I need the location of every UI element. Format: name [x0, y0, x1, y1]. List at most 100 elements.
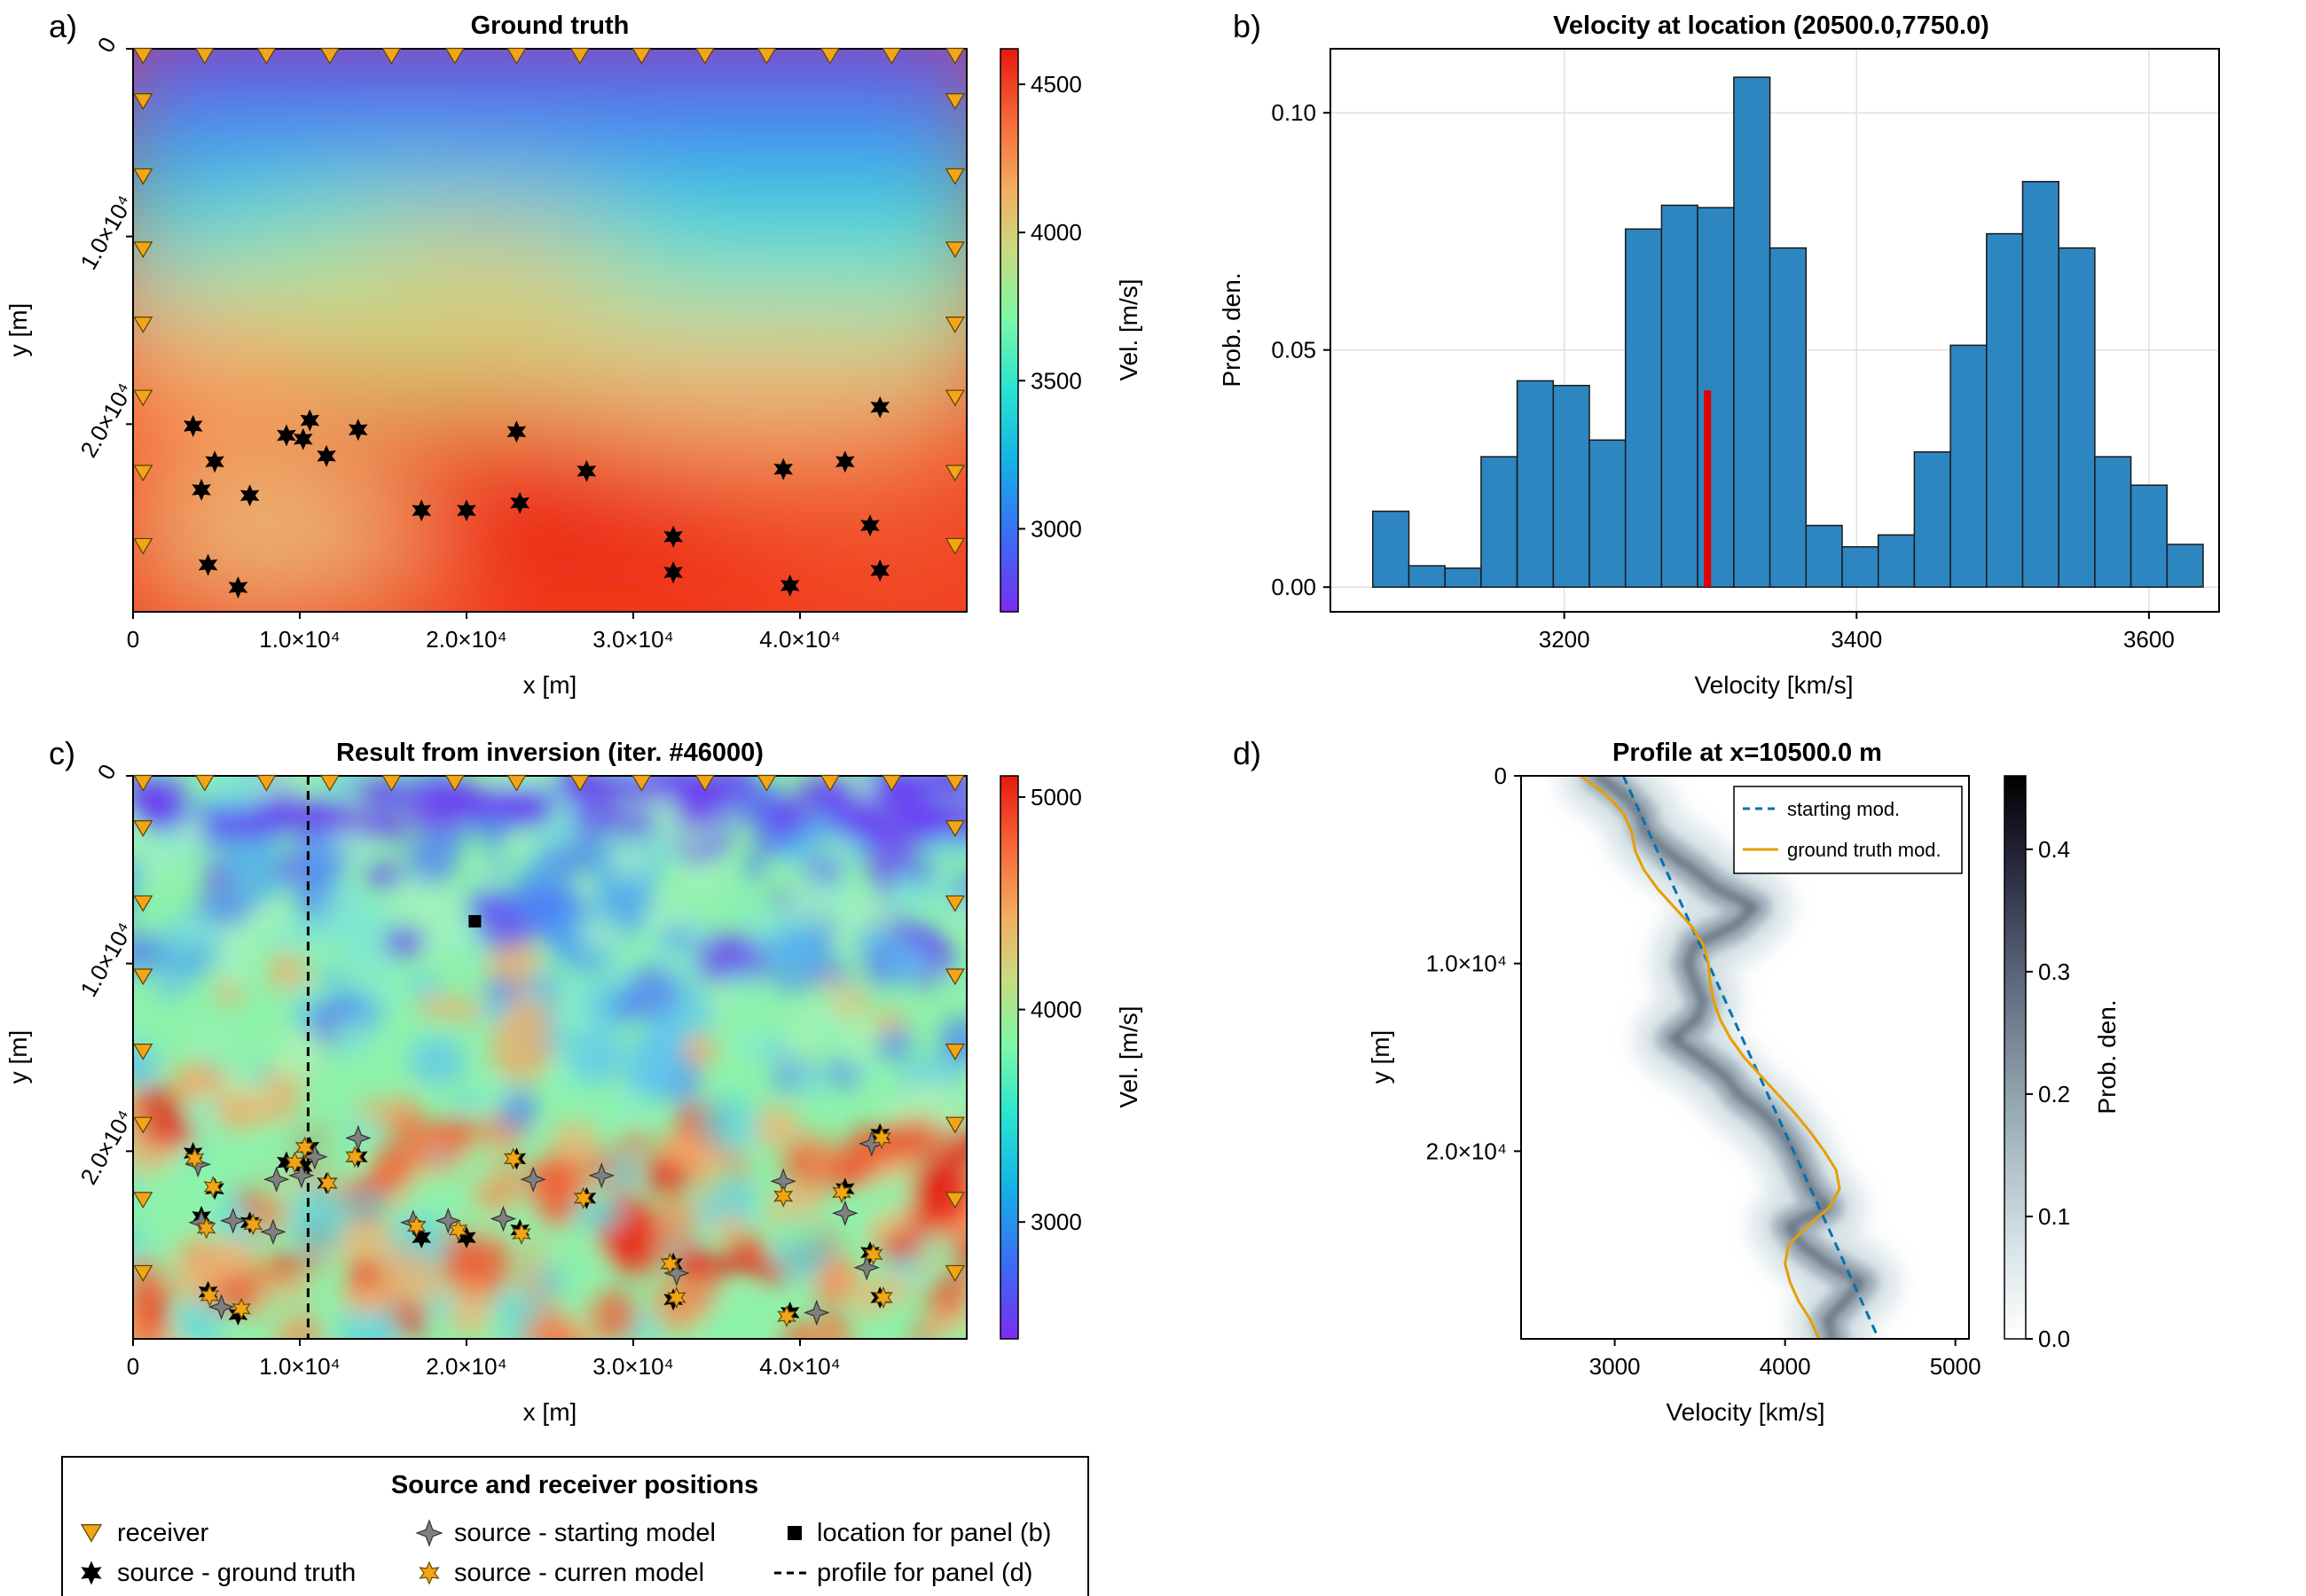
- histogram-bar: [1444, 567, 1482, 588]
- panel-a-colorbar: [1000, 48, 1019, 613]
- panel-c-ylabel: y [m]: [4, 1030, 32, 1084]
- source-current-marker: [667, 1286, 686, 1309]
- receiver-marker: [133, 317, 153, 333]
- y-tick-label: 0.05: [1271, 337, 1316, 364]
- source-ground-truth-marker: [780, 574, 800, 597]
- x-tick-label: 3400: [1831, 626, 1882, 653]
- source-starting-marker: [345, 1124, 372, 1152]
- panel-c-x-ticks: 0 1.0×10⁴ 2.0×10⁴ 3.0×10⁴ 4.0×10⁴: [127, 1339, 841, 1380]
- source-current-marker: [203, 1176, 224, 1198]
- histogram-bar: [1588, 439, 1627, 588]
- source-starting-marker: [208, 1294, 235, 1320]
- histogram-bar: [1408, 565, 1446, 588]
- x-tick-label: 4.0×10⁴: [759, 626, 840, 653]
- x-tick-label: 3.0×10⁴: [592, 1353, 673, 1380]
- y-tick-label: 2.0×10⁴: [75, 1106, 138, 1189]
- legend-source-true-icon: [81, 1561, 102, 1585]
- source-ground-truth-marker: [198, 553, 218, 576]
- panel-b-x-ticks: 3200 3400 3600: [1539, 612, 2175, 653]
- x-tick-label: 3000: [1589, 1353, 1641, 1380]
- histogram-bar: [1913, 450, 1951, 588]
- receiver-marker: [133, 895, 153, 912]
- x-tick-label: 4.0×10⁴: [759, 1353, 840, 1380]
- histogram-bar: [1841, 545, 1879, 588]
- receiver-marker: [945, 317, 965, 333]
- receiver-marker: [444, 47, 465, 65]
- histogram-bar: [2094, 456, 2132, 588]
- source-current-marker: [406, 1215, 427, 1238]
- receiver-marker: [133, 820, 153, 837]
- histogram-bar: [1480, 456, 1518, 588]
- colorbar-tick-label: 0.1: [2038, 1203, 2070, 1230]
- receiver-marker: [381, 47, 402, 65]
- colorbar-tick-label: 3500: [1031, 367, 1082, 394]
- histogram-bar: [1877, 534, 1916, 588]
- source-current-marker: [231, 1297, 251, 1320]
- panel-a-colorbar-label: Vel. [m/s]: [1115, 278, 1142, 380]
- panel-d-legend-starting: starting mod.: [1787, 798, 1900, 820]
- source-ground-truth-marker: [576, 459, 597, 482]
- x-tick-label: 0: [127, 626, 139, 653]
- panel-b-current-value-marker: [1704, 390, 1712, 588]
- legend-source-current-icon: [419, 1561, 440, 1585]
- source-ground-truth-marker: [510, 491, 529, 514]
- source-current-marker: [448, 1218, 468, 1241]
- x-tick-label: 5000: [1930, 1353, 1981, 1380]
- panel-a-title: Ground truth: [471, 12, 630, 40]
- y-tick-label: 0: [1494, 763, 1507, 789]
- receiver-marker: [631, 47, 652, 65]
- y-tick-label: 1.0×10⁴: [75, 918, 138, 1001]
- source-ground-truth-marker: [860, 514, 880, 537]
- source-ground-truth-marker: [835, 450, 855, 473]
- legend-title: Source and receiver positions: [391, 1471, 758, 1499]
- source-ground-truth-marker: [277, 424, 296, 447]
- y-tick-label: 0: [92, 33, 122, 58]
- x-tick-label: 2.0×10⁴: [426, 626, 506, 653]
- legend-source-start-icon: [415, 1519, 443, 1547]
- source-current-marker: [243, 1213, 263, 1236]
- panel-d-label: d): [1233, 735, 1261, 771]
- source-ground-truth-marker: [293, 427, 313, 450]
- panel-a-xlabel: x [m]: [523, 671, 577, 699]
- panel-c-colorbar: [1000, 775, 1019, 1340]
- receiver-marker: [133, 465, 153, 482]
- source-current-marker: [832, 1181, 851, 1204]
- panel-c-colorbar-label: Vel. [m/s]: [1115, 1005, 1142, 1107]
- panel-d-ground-truth-line: [1580, 776, 1841, 1339]
- receiver-marker: [945, 47, 965, 65]
- colorbar-tick-label: 0.2: [2038, 1081, 2070, 1107]
- panel-d-y-ticks: 0 1.0×10⁴ 2.0×10⁴: [1426, 763, 1521, 1164]
- panel-d-x-ticks: 3000 4000 5000: [1589, 1339, 1981, 1380]
- receiver-marker: [945, 895, 965, 912]
- receiver-marker: [945, 93, 965, 110]
- panel-a-label: a): [49, 8, 77, 44]
- source-current-marker: [660, 1252, 680, 1275]
- colorbar-tick-label: 3000: [1031, 1209, 1082, 1235]
- colorbar-tick-label: 4000: [1031, 219, 1082, 246]
- histogram-bar: [2058, 246, 2096, 588]
- y-tick-label: 2.0×10⁴: [1426, 1138, 1507, 1164]
- legend-source-current-label: source - curren model: [454, 1559, 704, 1587]
- panel-c-colorbar-ticks: 3000 4000 5000: [1018, 784, 1082, 1235]
- panel-c-velocity-field: [133, 776, 967, 1339]
- receiver-marker: [256, 774, 277, 792]
- source-current-marker: [512, 1223, 531, 1245]
- x-tick-label: 1.0×10⁴: [259, 1353, 340, 1380]
- receiver-marker: [945, 389, 965, 407]
- histogram-bar: [1697, 207, 1735, 588]
- source-starting-marker: [588, 1162, 616, 1189]
- receiver-marker: [133, 241, 153, 259]
- panel-a-velocity-field: [133, 49, 967, 612]
- source-starting-marker: [435, 1207, 462, 1234]
- histogram-bar: [1805, 524, 1843, 588]
- panel-a-ylabel: y [m]: [4, 303, 32, 357]
- source-current-marker: [777, 1305, 796, 1328]
- source-receiver-legend: Source and receiver positions receiver s…: [61, 1456, 1089, 1596]
- receiver-marker: [133, 1116, 153, 1134]
- receiver-marker: [945, 241, 965, 259]
- panel-b: b) Velocity at location (20500.0,7750.0)…: [1218, 8, 2220, 699]
- histogram-bar: [1516, 379, 1555, 588]
- receiver-marker: [945, 168, 965, 185]
- histogram-bar: [1769, 246, 1808, 588]
